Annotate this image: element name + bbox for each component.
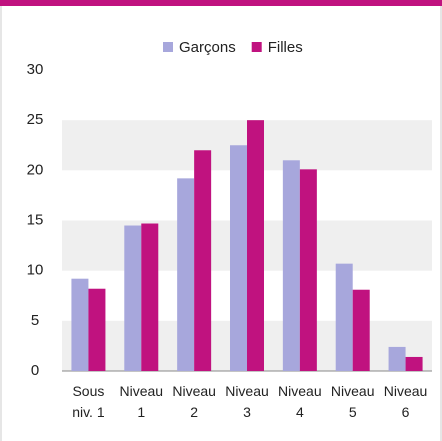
top-band [0,0,442,6]
y-tick-label: 0 [31,362,39,379]
bar [335,263,353,371]
bar [388,346,406,371]
bar [141,223,159,371]
x-tick-label: Niveau 3 [225,383,269,420]
y-tick-label: 15 [27,211,44,228]
legend-label: Filles [268,39,303,56]
legend-swatch [163,42,173,52]
x-tick-label: Niveau 2 [172,383,216,420]
bar [247,120,264,372]
x-tick-label: Sous niv. 1 [72,383,105,420]
bar [230,145,247,371]
bar [194,150,212,371]
bar [71,278,89,371]
legend-swatch [251,42,262,52]
y-tick-label: 10 [27,262,44,279]
bar [88,288,106,371]
x-tick-label: Niveau 5 [331,383,375,420]
bar [352,289,370,371]
x-tick-label: Niveau 4 [278,383,322,420]
x-tick-label: Niveau 6 [384,383,428,420]
bar [124,225,142,371]
x-tick-label: Niveau 1 [119,383,163,420]
y-tick-label: 20 [27,161,44,178]
bar [177,178,195,371]
bar [405,356,423,371]
bar [299,169,317,371]
y-tick-label: 30 [27,61,44,78]
bar [282,160,300,371]
y-tick-label: 25 [27,111,44,128]
y-tick-label: 5 [31,312,39,329]
legend-label: Garçons [179,39,236,56]
